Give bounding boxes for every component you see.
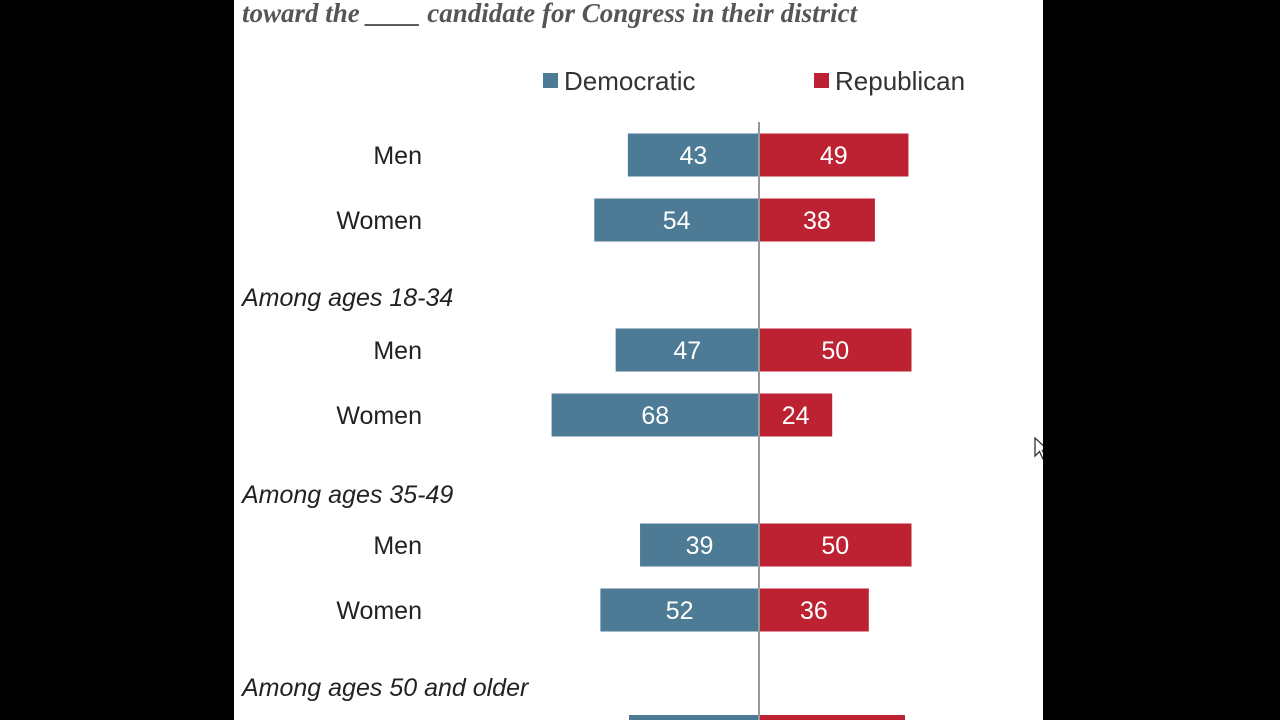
category-label: Women bbox=[336, 207, 422, 235]
value-label-republican: 49 bbox=[820, 142, 848, 170]
bar-democratic bbox=[600, 588, 759, 632]
category-label: Women bbox=[336, 402, 422, 430]
value-label-democratic: 68 bbox=[641, 402, 669, 430]
group-label: Among ages 18-34 bbox=[240, 284, 453, 312]
value-label-democratic: 39 bbox=[686, 532, 714, 560]
mouse-pointer-icon bbox=[1034, 437, 1043, 460]
chart-panel: toward the ____ candidate for Congress i… bbox=[234, 0, 1043, 720]
value-label-democratic: 43 bbox=[680, 142, 708, 170]
bar-democratic-partial bbox=[629, 715, 759, 720]
legend-swatch-republican bbox=[814, 73, 829, 88]
value-label-republican: 50 bbox=[821, 337, 849, 365]
bar-democratic bbox=[615, 328, 759, 372]
bar-democratic bbox=[594, 198, 759, 242]
category-label: Men bbox=[373, 532, 422, 560]
value-label-democratic: 47 bbox=[673, 337, 701, 365]
bar-republican bbox=[759, 328, 912, 372]
chart-title: toward the ____ candidate for Congress i… bbox=[242, 0, 859, 28]
group-label: Among ages 50 and older bbox=[240, 674, 530, 702]
category-label: Men bbox=[373, 142, 422, 170]
bar-republican bbox=[759, 523, 912, 567]
bar-democratic bbox=[640, 523, 759, 567]
bar-republican bbox=[759, 588, 869, 632]
value-label-republican: 50 bbox=[821, 532, 849, 560]
bar-republican bbox=[759, 133, 909, 177]
legend-swatch-democratic bbox=[543, 73, 558, 88]
value-label-republican: 38 bbox=[803, 207, 831, 235]
legend-label-democratic: Democratic bbox=[564, 66, 695, 96]
category-label: Women bbox=[336, 597, 422, 625]
bar-republican bbox=[759, 393, 833, 437]
value-label-democratic: 54 bbox=[663, 207, 691, 235]
bar-democratic bbox=[551, 393, 759, 437]
value-label-republican: 24 bbox=[782, 402, 810, 430]
group-label: Among ages 35-49 bbox=[240, 481, 453, 509]
bar-republican bbox=[759, 198, 875, 242]
value-label-republican: 36 bbox=[800, 597, 828, 625]
value-label-democratic: 52 bbox=[666, 597, 694, 625]
legend-label-republican: Republican bbox=[835, 66, 965, 96]
bar-republican-partial bbox=[759, 715, 905, 720]
bar-democratic bbox=[627, 133, 759, 177]
category-label: Men bbox=[373, 337, 422, 365]
chart-canvas: toward the ____ candidate for Congress i… bbox=[240, 0, 965, 720]
